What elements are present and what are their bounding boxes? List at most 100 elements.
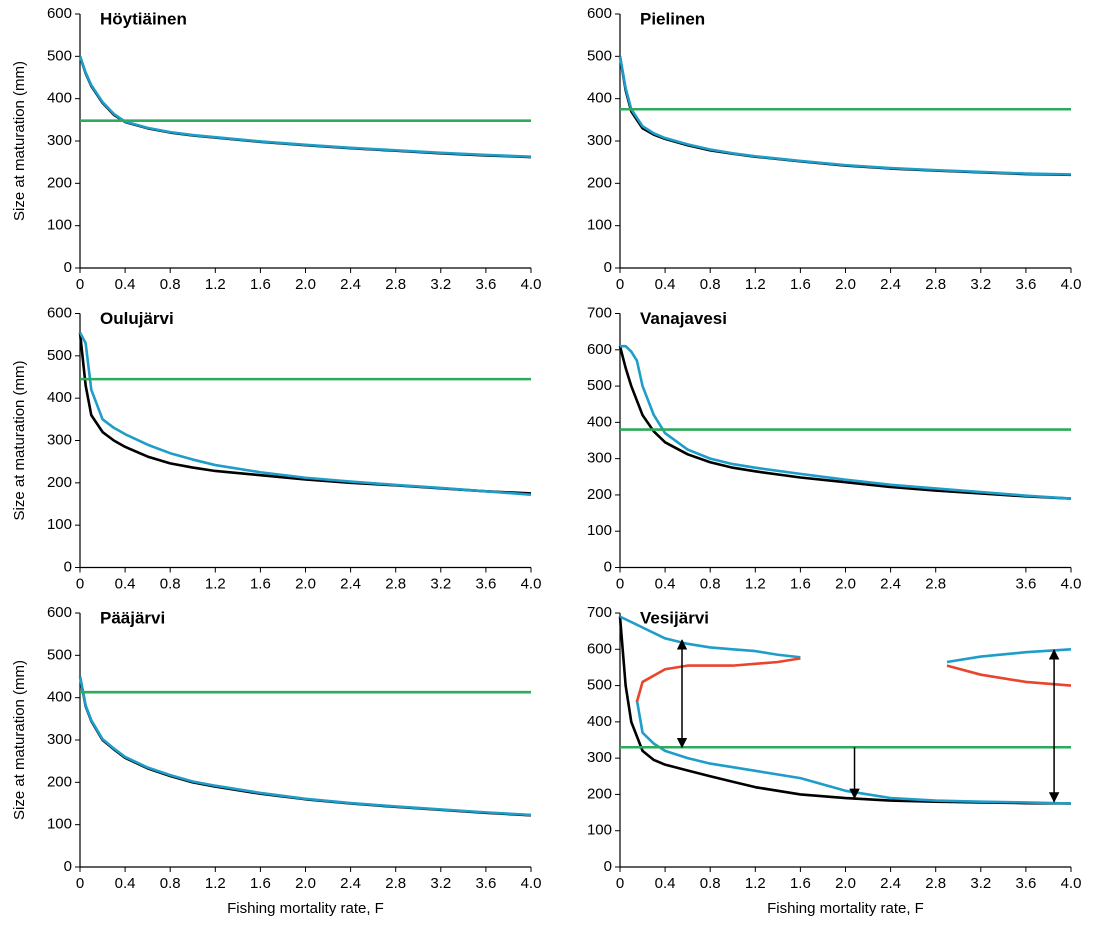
x-axis-label: Fishing mortality rate, F [227, 900, 384, 917]
x-tick-label: 2.4 [880, 875, 901, 892]
x-tick-label: 0.8 [700, 875, 721, 892]
y-tick-label: 400 [587, 90, 612, 107]
line-series [78, 55, 532, 158]
line-series [946, 664, 1072, 687]
line-series [78, 676, 532, 817]
x-tick-label: 4.0 [1061, 875, 1082, 892]
x-tick-label: 2.8 [925, 575, 946, 592]
x-tick-label: 2.8 [925, 875, 946, 892]
y-tick-label: 600 [587, 640, 612, 657]
panel: 0 100 200 300 400 500 600 700 0 0.4 0.8 1.2 1.6 2.0 2.… [587, 304, 1081, 592]
y-tick-label: 200 [587, 174, 612, 191]
y-tick-label: 700 [587, 604, 612, 621]
y-tick-label: 300 [587, 132, 612, 149]
y-tick-label: 700 [587, 304, 612, 321]
y-tick-label: 100 [47, 217, 72, 234]
y-tick-label: 500 [587, 47, 612, 64]
y-tick-label: 200 [587, 785, 612, 802]
y-tick-label: 600 [47, 304, 72, 321]
x-tick-label: 2.4 [880, 276, 901, 293]
y-tick-label: 0 [64, 259, 72, 276]
panel-title: Höytiäinen [100, 9, 187, 28]
x-tick-label: 0.4 [115, 575, 136, 592]
y-tick-label: 400 [587, 413, 612, 430]
y-axis-label: Size at maturation (mm) [11, 61, 28, 221]
x-tick-label: 2.0 [835, 575, 856, 592]
x-tick-label: 3.6 [475, 575, 496, 592]
x-tick-label: 1.6 [790, 575, 811, 592]
y-tick-label: 500 [47, 47, 72, 64]
y-tick-label: 100 [47, 816, 72, 833]
x-tick-label: 0 [76, 276, 84, 293]
y-tick-label: 300 [47, 132, 72, 149]
line-series [946, 647, 1072, 664]
x-tick-label: 1.2 [205, 575, 226, 592]
x-tick-label: 3.2 [430, 276, 451, 293]
line-series [620, 344, 1072, 500]
panel-title: Vanajavesi [640, 309, 727, 328]
y-tick-label: 200 [47, 773, 72, 790]
y-tick-label: 600 [47, 5, 72, 22]
y-tick-label: 500 [47, 347, 72, 364]
line-series [618, 56, 1072, 177]
line-series [78, 676, 532, 817]
y-tick-label: 200 [47, 174, 72, 191]
y-tick-label: 300 [47, 731, 72, 748]
x-axis-label: Fishing mortality rate, F [767, 900, 924, 917]
x-tick-label: 2.0 [835, 276, 856, 293]
x-tick-label: 1.6 [250, 575, 271, 592]
line-series [78, 55, 532, 159]
y-tick-label: 200 [47, 474, 72, 491]
x-tick-label: 0.8 [160, 875, 181, 892]
x-tick-label: 2.4 [340, 875, 361, 892]
y-tick-label: 300 [47, 431, 72, 448]
panel: 0 100 200 300 400 500 600 0 0.4 0.8 1.2 1.6 2.0 2.4 2.… [11, 5, 541, 293]
line-series [618, 56, 1072, 176]
x-tick-label: 0.8 [160, 575, 181, 592]
x-tick-label: 2.0 [295, 875, 316, 892]
y-tick-label: 400 [47, 90, 72, 107]
x-tick-label: 0.8 [160, 276, 181, 293]
y-tick-label: 500 [47, 646, 72, 663]
x-tick-label: 3.6 [475, 276, 496, 293]
x-tick-label: 4.0 [521, 276, 542, 293]
y-tick-label: 300 [587, 450, 612, 467]
x-tick-label: 3.6 [1015, 276, 1036, 293]
line-series [618, 345, 1072, 500]
x-tick-label: 1.6 [250, 276, 271, 293]
x-tick-label: 0.4 [655, 575, 676, 592]
x-tick-label: 1.6 [790, 875, 811, 892]
y-tick-label: 500 [587, 377, 612, 394]
x-tick-label: 2.8 [385, 575, 406, 592]
y-tick-label: 600 [587, 341, 612, 358]
x-tick-label: 1.6 [790, 276, 811, 293]
line-series [635, 657, 801, 703]
x-tick-label: 0.8 [700, 276, 721, 293]
x-tick-label: 2.4 [880, 575, 901, 592]
y-tick-label: 400 [47, 689, 72, 706]
line-series [78, 332, 532, 495]
y-tick-label: 0 [604, 858, 612, 875]
y-tick-label: 0 [604, 558, 612, 575]
x-tick-label: 3.6 [1015, 575, 1036, 592]
panel-title: Oulujärvi [100, 309, 174, 328]
panel-title: Pielinen [640, 9, 705, 28]
y-axis-label: Size at maturation (mm) [11, 660, 28, 820]
x-tick-label: 0.4 [655, 276, 676, 293]
panel: 0 100 200 300 400 500 600 0 0.4 0.8 1.2 1.6 2.0 2.4 2.… [587, 5, 1081, 293]
x-tick-label: 4.0 [1061, 276, 1082, 293]
x-tick-label: 0 [616, 276, 624, 293]
x-tick-label: 2.8 [925, 276, 946, 293]
x-tick-label: 1.2 [205, 276, 226, 293]
y-tick-label: 400 [587, 713, 612, 730]
y-tick-label: 600 [587, 5, 612, 22]
x-tick-label: 2.8 [385, 276, 406, 293]
x-tick-label: 0 [76, 575, 84, 592]
y-tick-label: 0 [64, 558, 72, 575]
x-tick-label: 3.2 [430, 875, 451, 892]
x-tick-label: 1.2 [205, 875, 226, 892]
x-tick-label: 0 [76, 875, 84, 892]
x-tick-label: 0.8 [700, 575, 721, 592]
y-tick-label: 100 [587, 522, 612, 539]
y-tick-label: 200 [587, 486, 612, 503]
